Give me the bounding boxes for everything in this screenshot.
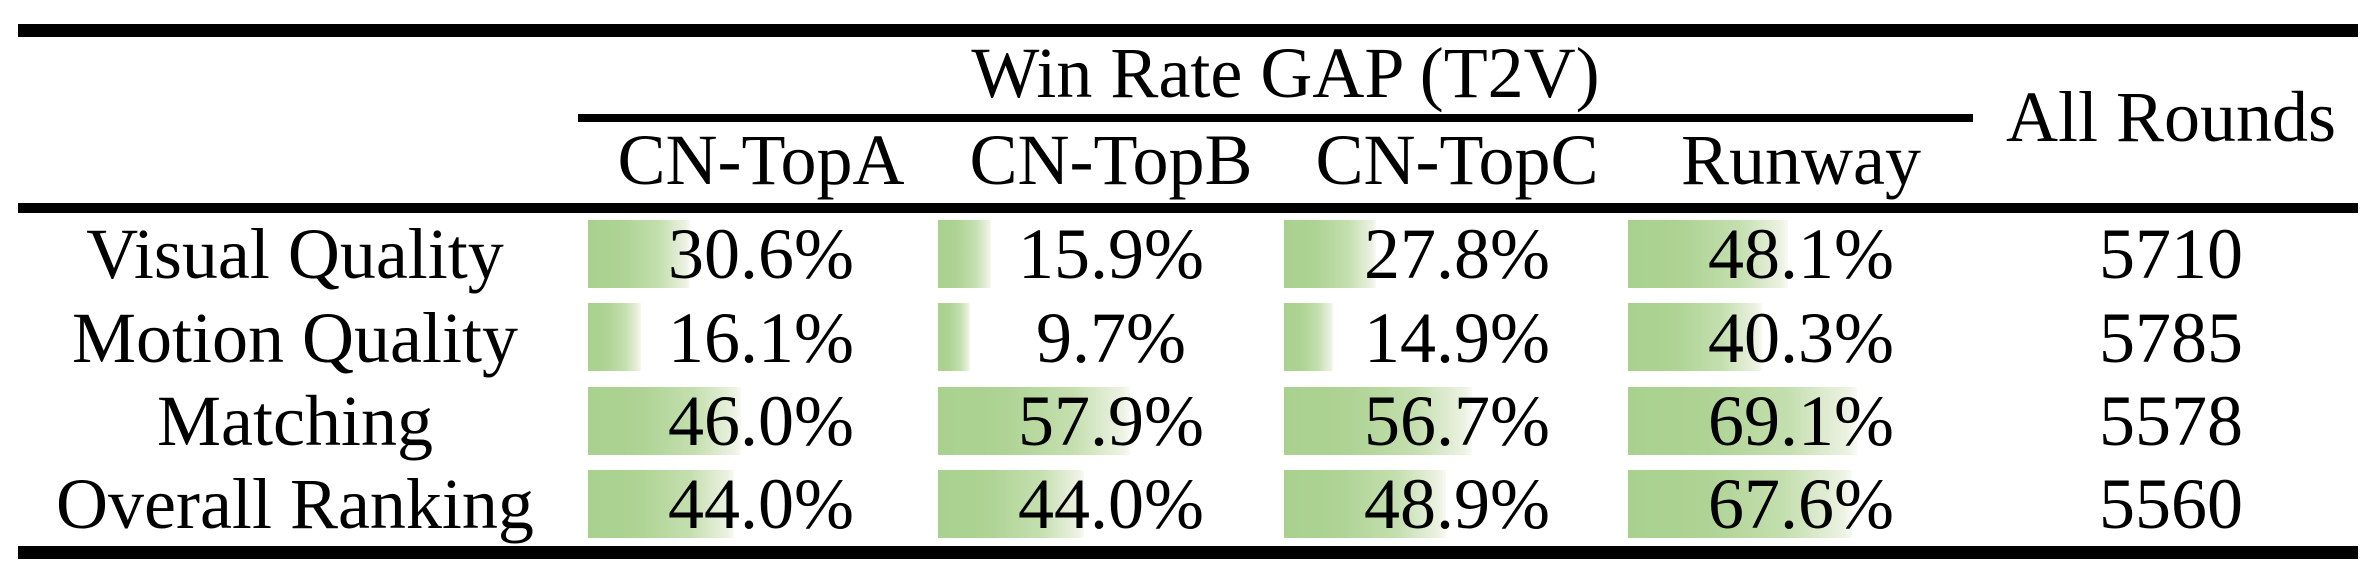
column-header-cn-topb: CN-TopB xyxy=(969,119,1253,200)
win-rate-bar xyxy=(938,387,1130,455)
win-rate-bar xyxy=(1628,220,1788,288)
win-rate-bar xyxy=(588,220,690,288)
table-cell: 44.0% xyxy=(938,463,1284,546)
row-label-text: Visual Quality xyxy=(86,214,504,294)
row-label-text: Overall Ranking xyxy=(56,464,534,544)
table-cell: 16.1% xyxy=(588,296,934,380)
table-cell: 27.8% xyxy=(1284,213,1630,296)
win-rate-bar xyxy=(588,387,741,455)
win-rate-value: 67.6% xyxy=(1708,464,1894,544)
win-rate-value: 9.7% xyxy=(1036,297,1186,378)
table-cell: 5710 xyxy=(1983,213,2359,296)
win-rate-value: 30.6% xyxy=(668,214,854,294)
table-cell: 48.9% xyxy=(1284,463,1630,546)
all-rounds-value: 5578 xyxy=(2099,381,2243,461)
all-rounds-value: 5785 xyxy=(2099,297,2243,378)
all-rounds-value: 5710 xyxy=(2099,214,2243,294)
table-cell: 48.1% xyxy=(1628,213,1974,296)
row-label-motion-quality: Motion Quality xyxy=(2,296,588,380)
win-rate-bar xyxy=(1628,470,1852,538)
column-header-all-rounds: All Rounds xyxy=(2005,76,2337,157)
table-cell: 46.0% xyxy=(588,380,934,463)
table-cell: 40.3% xyxy=(1628,296,1974,380)
column-header-cn-topa: CN-TopA xyxy=(617,119,905,200)
win-rate-bar xyxy=(588,470,734,538)
win-rate-bar xyxy=(938,303,970,371)
header-bottom-rule xyxy=(18,203,2358,213)
win-rate-bar xyxy=(938,220,991,288)
win-rate-value: 56.7% xyxy=(1364,381,1550,461)
win-rate-bar xyxy=(938,470,1084,538)
column-header-runway: Runway xyxy=(1681,119,1921,200)
win-rate-bar xyxy=(1284,470,1446,538)
table-cell: 56.7% xyxy=(1284,380,1630,463)
table-cell: 9.7% xyxy=(938,296,1284,380)
all-rounds-value: 5560 xyxy=(2099,464,2243,544)
table-cell: 5578 xyxy=(1983,380,2359,463)
row-label-matching: Matching xyxy=(2,380,588,463)
row-label-text: Motion Quality xyxy=(72,297,518,378)
table-cell: 5785 xyxy=(1983,296,2359,380)
win-rate-value: 40.3% xyxy=(1708,297,1894,378)
win-rate-value: 15.9% xyxy=(1018,214,1204,294)
table-title: Win Rate GAP (T2V) xyxy=(971,32,1600,113)
group-header-rule xyxy=(578,114,1973,122)
table-cell: 30.6% xyxy=(588,213,934,296)
win-rate-bar xyxy=(1284,303,1333,371)
win-rate-value: 44.0% xyxy=(668,464,854,544)
win-rate-value: 16.1% xyxy=(668,297,854,378)
win-rate-bar xyxy=(1628,387,1857,455)
column-header-cn-topc: CN-TopC xyxy=(1315,119,1599,200)
win-rate-bar xyxy=(588,303,641,371)
win-rate-value: 48.1% xyxy=(1708,214,1894,294)
table-cell: 69.1% xyxy=(1628,380,1974,463)
win-rate-bar xyxy=(1284,220,1376,288)
table-cell: 57.9% xyxy=(938,380,1284,463)
win-rate-value: 14.9% xyxy=(1364,297,1550,378)
bottom-rule xyxy=(18,546,2358,559)
win-rate-value: 27.8% xyxy=(1364,214,1550,294)
top-rule xyxy=(18,24,2358,37)
table-cell: 44.0% xyxy=(588,463,934,546)
win-rate-bar xyxy=(1284,387,1472,455)
table-cell: 5560 xyxy=(1983,463,2359,546)
table-cell: 14.9% xyxy=(1284,296,1630,380)
row-label-visual-quality: Visual Quality xyxy=(2,213,588,296)
row-label-text: Matching xyxy=(157,381,433,461)
table-cell: 67.6% xyxy=(1628,463,1974,546)
win-rate-value: 46.0% xyxy=(668,381,854,461)
table-cell: 15.9% xyxy=(938,213,1284,296)
win-rate-value: 44.0% xyxy=(1018,464,1204,544)
win-rate-value: 69.1% xyxy=(1708,381,1894,461)
win-rate-bar xyxy=(1628,303,1762,371)
win-rate-value: 57.9% xyxy=(1018,381,1204,461)
win-rate-value: 48.9% xyxy=(1364,464,1550,544)
row-label-overall-ranking: Overall Ranking xyxy=(2,463,588,546)
